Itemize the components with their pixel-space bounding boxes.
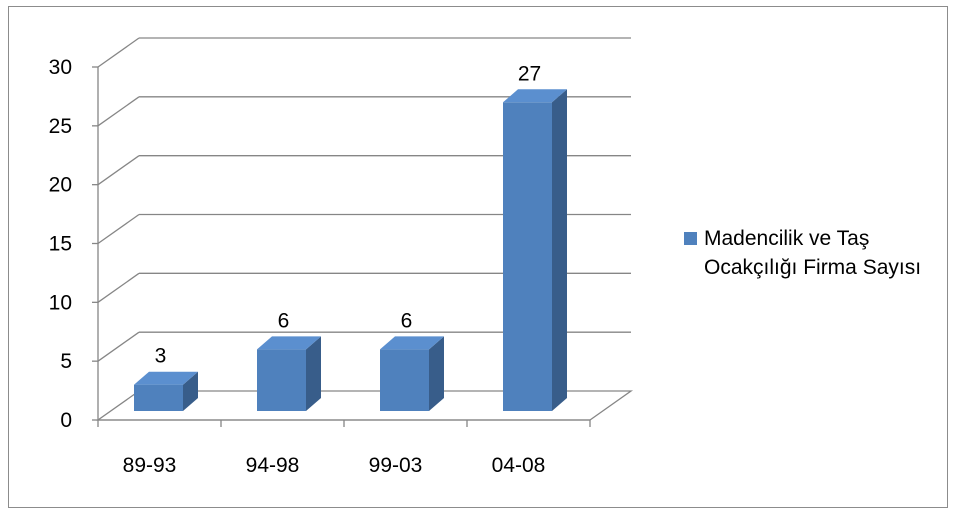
data-label: 27 bbox=[518, 62, 541, 85]
chart-axes bbox=[92, 66, 591, 427]
gridline-side bbox=[97, 272, 140, 303]
x-tick-label: 04-08 bbox=[492, 454, 546, 477]
x-tick-label: 89-93 bbox=[123, 454, 177, 477]
bar-side-face bbox=[306, 336, 321, 411]
bar-top-face bbox=[257, 336, 321, 350]
data-label: 6 bbox=[278, 309, 290, 332]
data-labels: 3 6 6 27 bbox=[155, 62, 542, 367]
y-tick-label: 25 bbox=[49, 115, 72, 138]
bar bbox=[503, 102, 552, 412]
y-tick-label: 20 bbox=[49, 174, 72, 197]
x-tick-label: 99-03 bbox=[369, 454, 423, 477]
bar-top-face bbox=[380, 336, 444, 350]
bar-side-face bbox=[183, 371, 198, 411]
chart-bars bbox=[134, 89, 567, 412]
x-tick-label: 94-98 bbox=[246, 454, 300, 477]
x-axis-tick-labels: 89-93 94-98 99-03 04-08 bbox=[123, 454, 546, 477]
legend-swatch bbox=[684, 232, 697, 245]
y-tick-label: 10 bbox=[49, 291, 72, 314]
legend-series-label: Madencilik ve Taş Ocakçılığı Firma Sayıs… bbox=[704, 227, 922, 279]
gridline-side bbox=[97, 155, 140, 186]
gridline-side bbox=[97, 96, 140, 127]
data-label: 3 bbox=[155, 345, 167, 368]
y-tick-label: 0 bbox=[60, 409, 72, 432]
bar bbox=[257, 349, 306, 411]
y-tick-label: 30 bbox=[49, 56, 72, 79]
y-tick-label: 15 bbox=[49, 233, 72, 256]
bar-side-face bbox=[552, 89, 567, 412]
y-tick-label: 5 bbox=[60, 350, 72, 373]
y-axis-tick-labels: 0 5 10 15 20 25 30 bbox=[49, 56, 72, 432]
bar-side-face bbox=[429, 336, 444, 411]
gridline-side bbox=[97, 37, 140, 68]
bar bbox=[134, 384, 183, 411]
gridline-side bbox=[97, 213, 140, 245]
chart-frame bbox=[8, 6, 948, 508]
data-label: 6 bbox=[401, 309, 413, 332]
bar-top-face bbox=[134, 371, 198, 385]
gridline-side bbox=[97, 331, 140, 362]
legend: Madencilik ve Taş Ocakçılığı Firma Sayıs… bbox=[684, 224, 957, 282]
bar bbox=[380, 349, 429, 411]
bar-top-face bbox=[503, 89, 567, 103]
